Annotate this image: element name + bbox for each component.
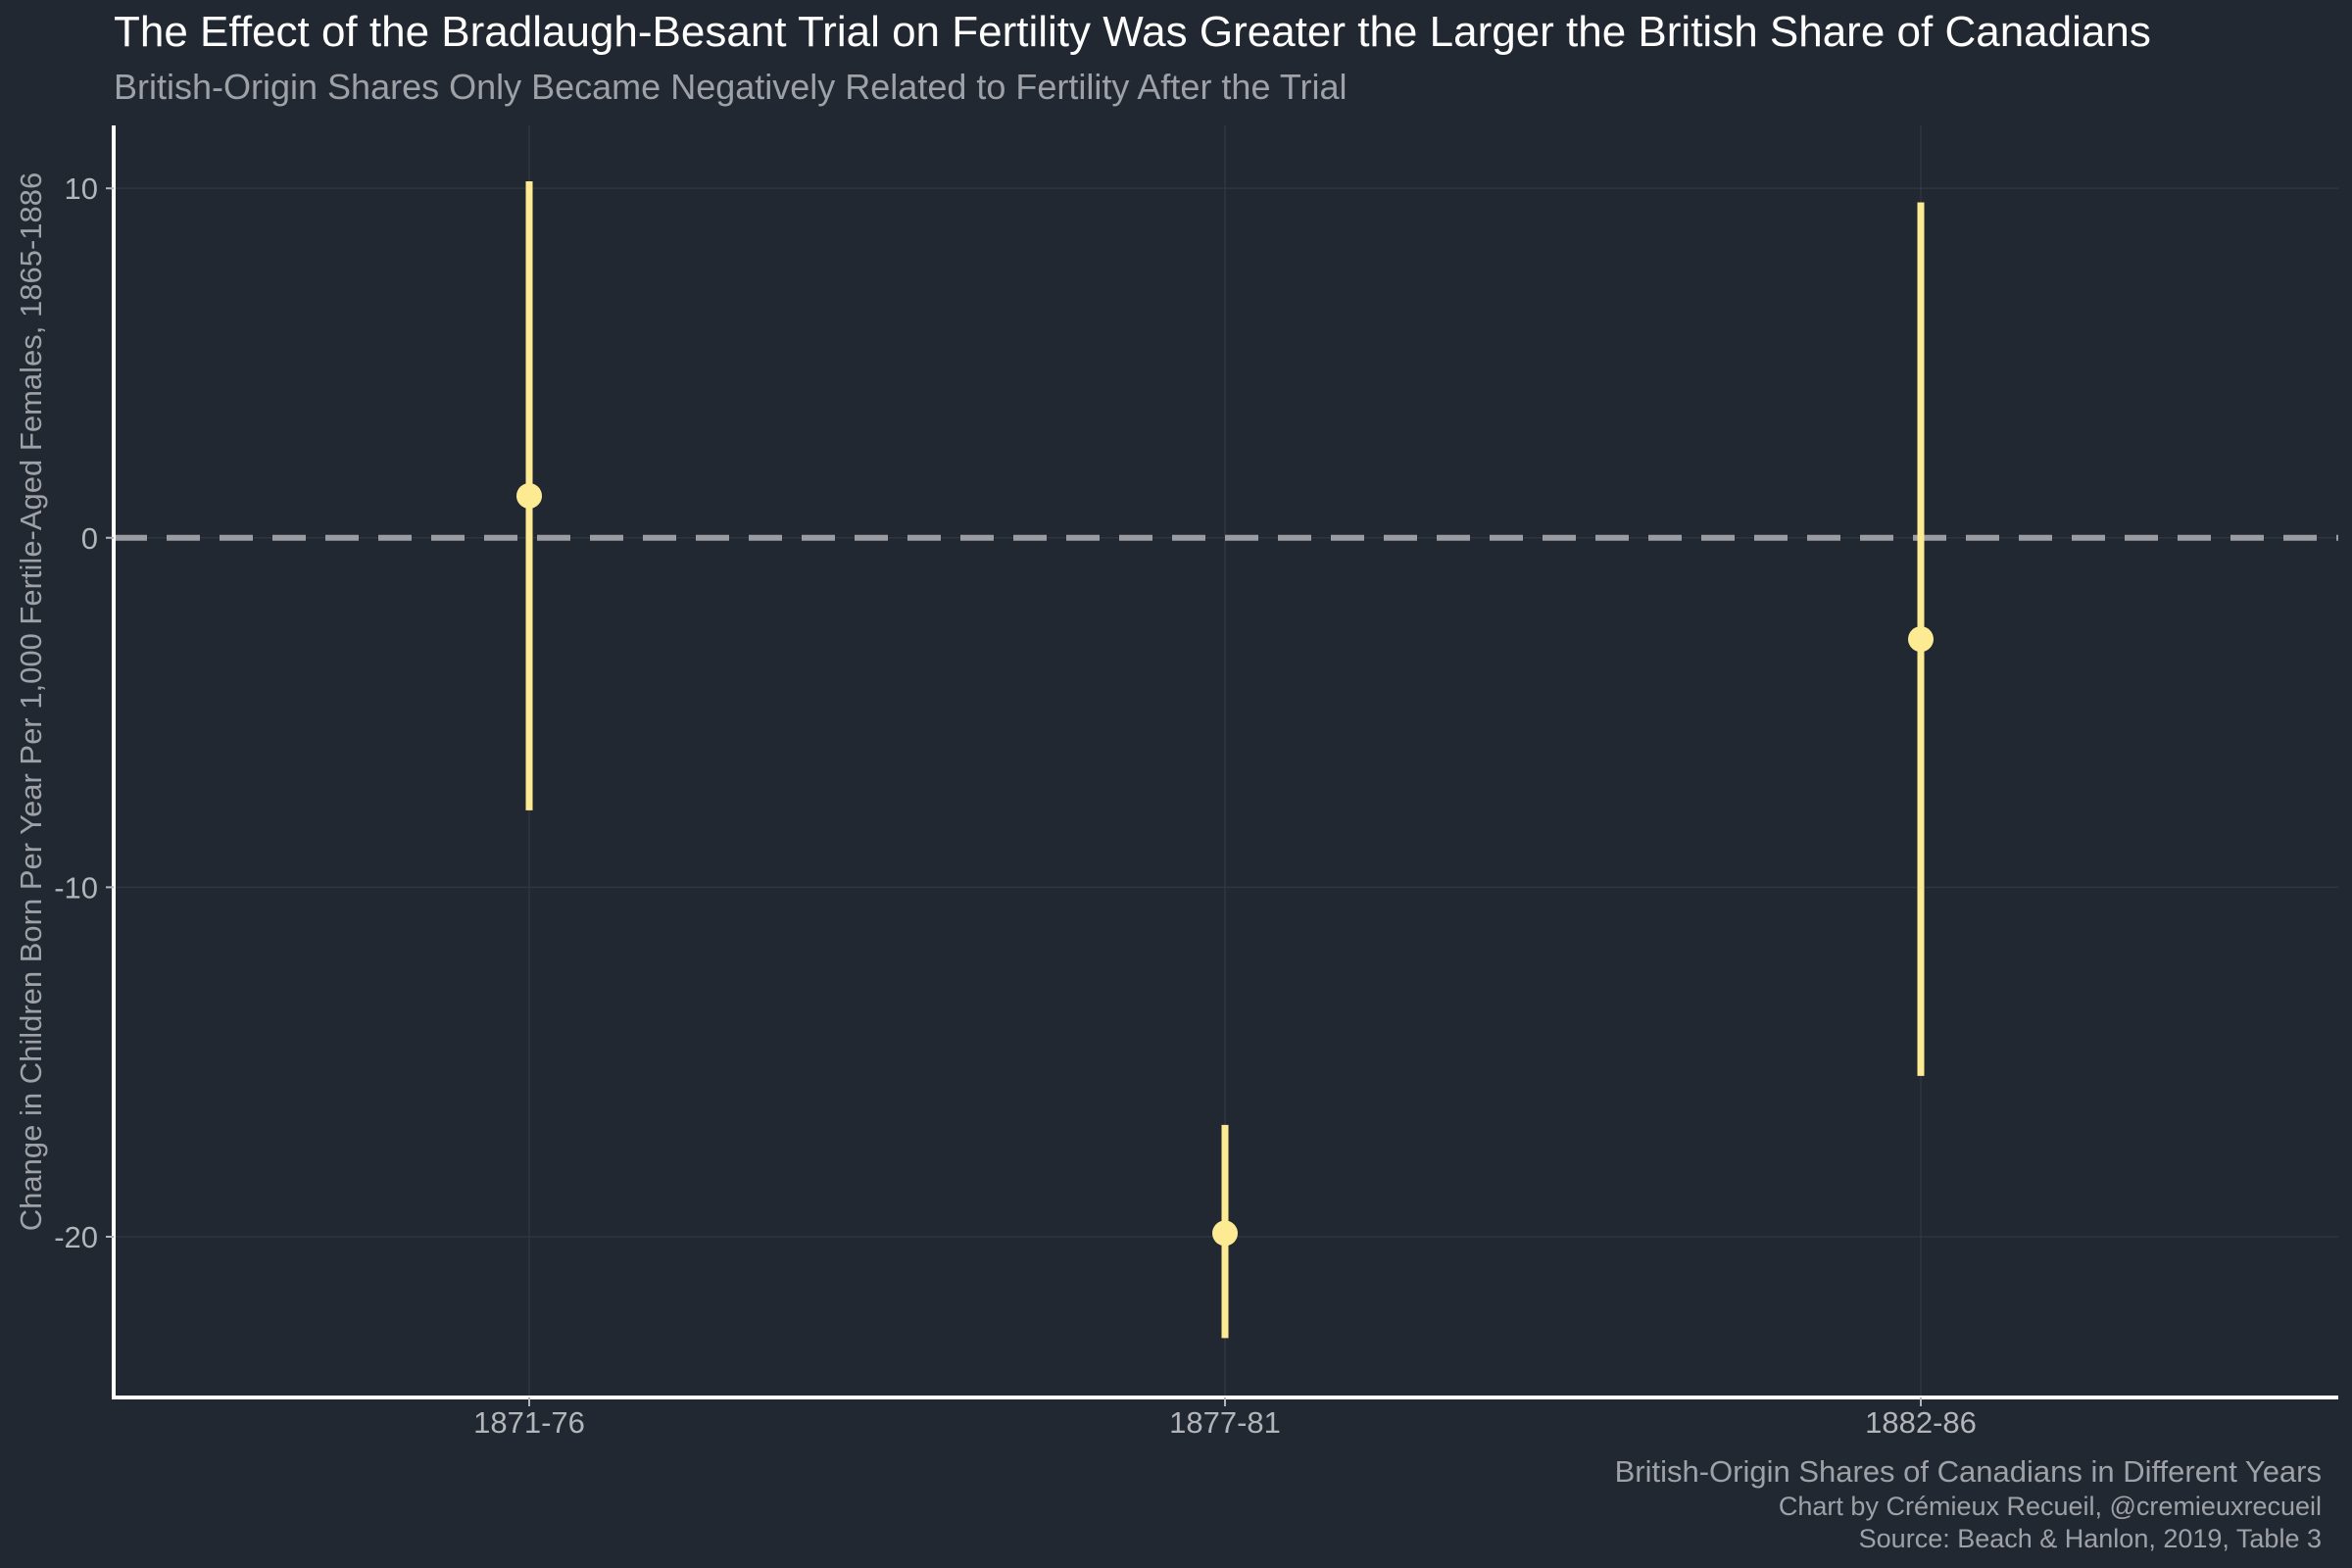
x-tick-label: 1877-81: [1169, 1405, 1281, 1440]
point-estimate-1871-76: [516, 482, 542, 509]
data-marks: [516, 181, 1934, 1339]
chart-source: Source: Beach & Hanlon, 2019, Table 3: [1859, 1524, 2322, 1553]
y-tick-label: -10: [54, 870, 98, 905]
x-tick-label: 1882-86: [1865, 1405, 1977, 1440]
chart-credit: Chart by Crémieux Recueil, @cremieuxrecu…: [1779, 1492, 2322, 1521]
point-estimate-1882-86: [1908, 626, 1934, 653]
x-axis-ticks: 1871-76 1877-81 1882-86: [473, 1397, 1977, 1440]
chart-subtitle: British-Origin Shares Only Became Negati…: [114, 67, 1348, 107]
y-tick-label: -20: [54, 1220, 98, 1254]
x-tick-label: 1871-76: [473, 1405, 585, 1440]
y-axis-title: Change in Children Born Per Year Per 1,0…: [14, 172, 48, 1232]
point-estimate-1877-81: [1212, 1220, 1238, 1247]
chart-title: The Effect of the Bradlaugh-Besant Trial…: [114, 8, 2151, 56]
y-tick-label: 0: [81, 521, 98, 556]
x-axis-title: British-Origin Shares of Canadians in Di…: [1615, 1454, 2322, 1489]
y-tick-label: 10: [65, 172, 98, 206]
y-axis-ticks: 10 0 -10 -20: [54, 172, 114, 1254]
